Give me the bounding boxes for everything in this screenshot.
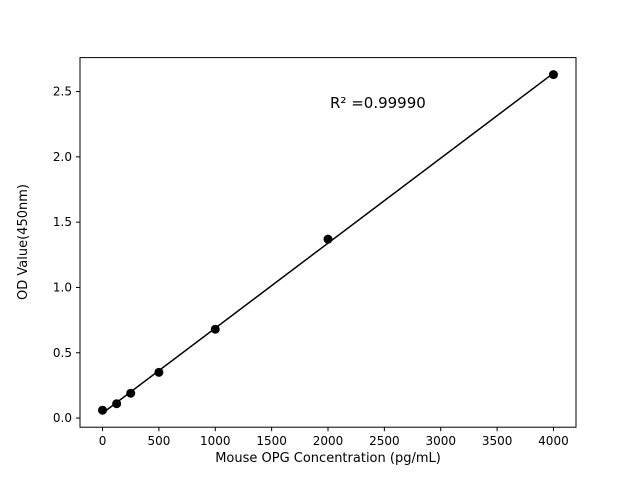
y-axis-label: OD Value(450nm)	[16, 184, 31, 300]
y-tick-label: 2.5	[53, 85, 72, 99]
x-tick-label: 0	[99, 434, 107, 448]
y-tick-label: 2.0	[53, 150, 72, 164]
data-point	[210, 324, 220, 334]
x-tick-label: 2000	[313, 434, 344, 448]
y-tick-label: 1.0	[53, 280, 72, 294]
data-point	[548, 70, 558, 80]
r-squared-annotation: R² =0.99990	[330, 94, 426, 112]
x-tick-label: 2500	[369, 434, 400, 448]
data-point	[98, 405, 108, 415]
y-tick-label: 0.5	[53, 346, 72, 360]
y-tick-label: 0.0	[53, 411, 72, 425]
data-point	[126, 388, 136, 398]
x-tick-label: 4000	[538, 434, 569, 448]
x-tick-label: 3000	[425, 434, 456, 448]
x-axis-label: Mouse OPG Concentration (pg/mL)	[215, 451, 441, 466]
data-point	[323, 234, 333, 244]
x-tick-label: 3500	[482, 434, 513, 448]
data-point	[154, 367, 164, 377]
data-point	[112, 399, 122, 409]
x-tick-label: 1500	[256, 434, 287, 448]
plot-area: 0 500 1000 1500 2000 2500 3000 3500 4000 0.0 0.5 1.…	[53, 57, 577, 448]
y-tick-label: 1.5	[53, 215, 72, 229]
x-tick-label: 1000	[200, 434, 231, 448]
x-tick-label: 500	[147, 434, 170, 448]
